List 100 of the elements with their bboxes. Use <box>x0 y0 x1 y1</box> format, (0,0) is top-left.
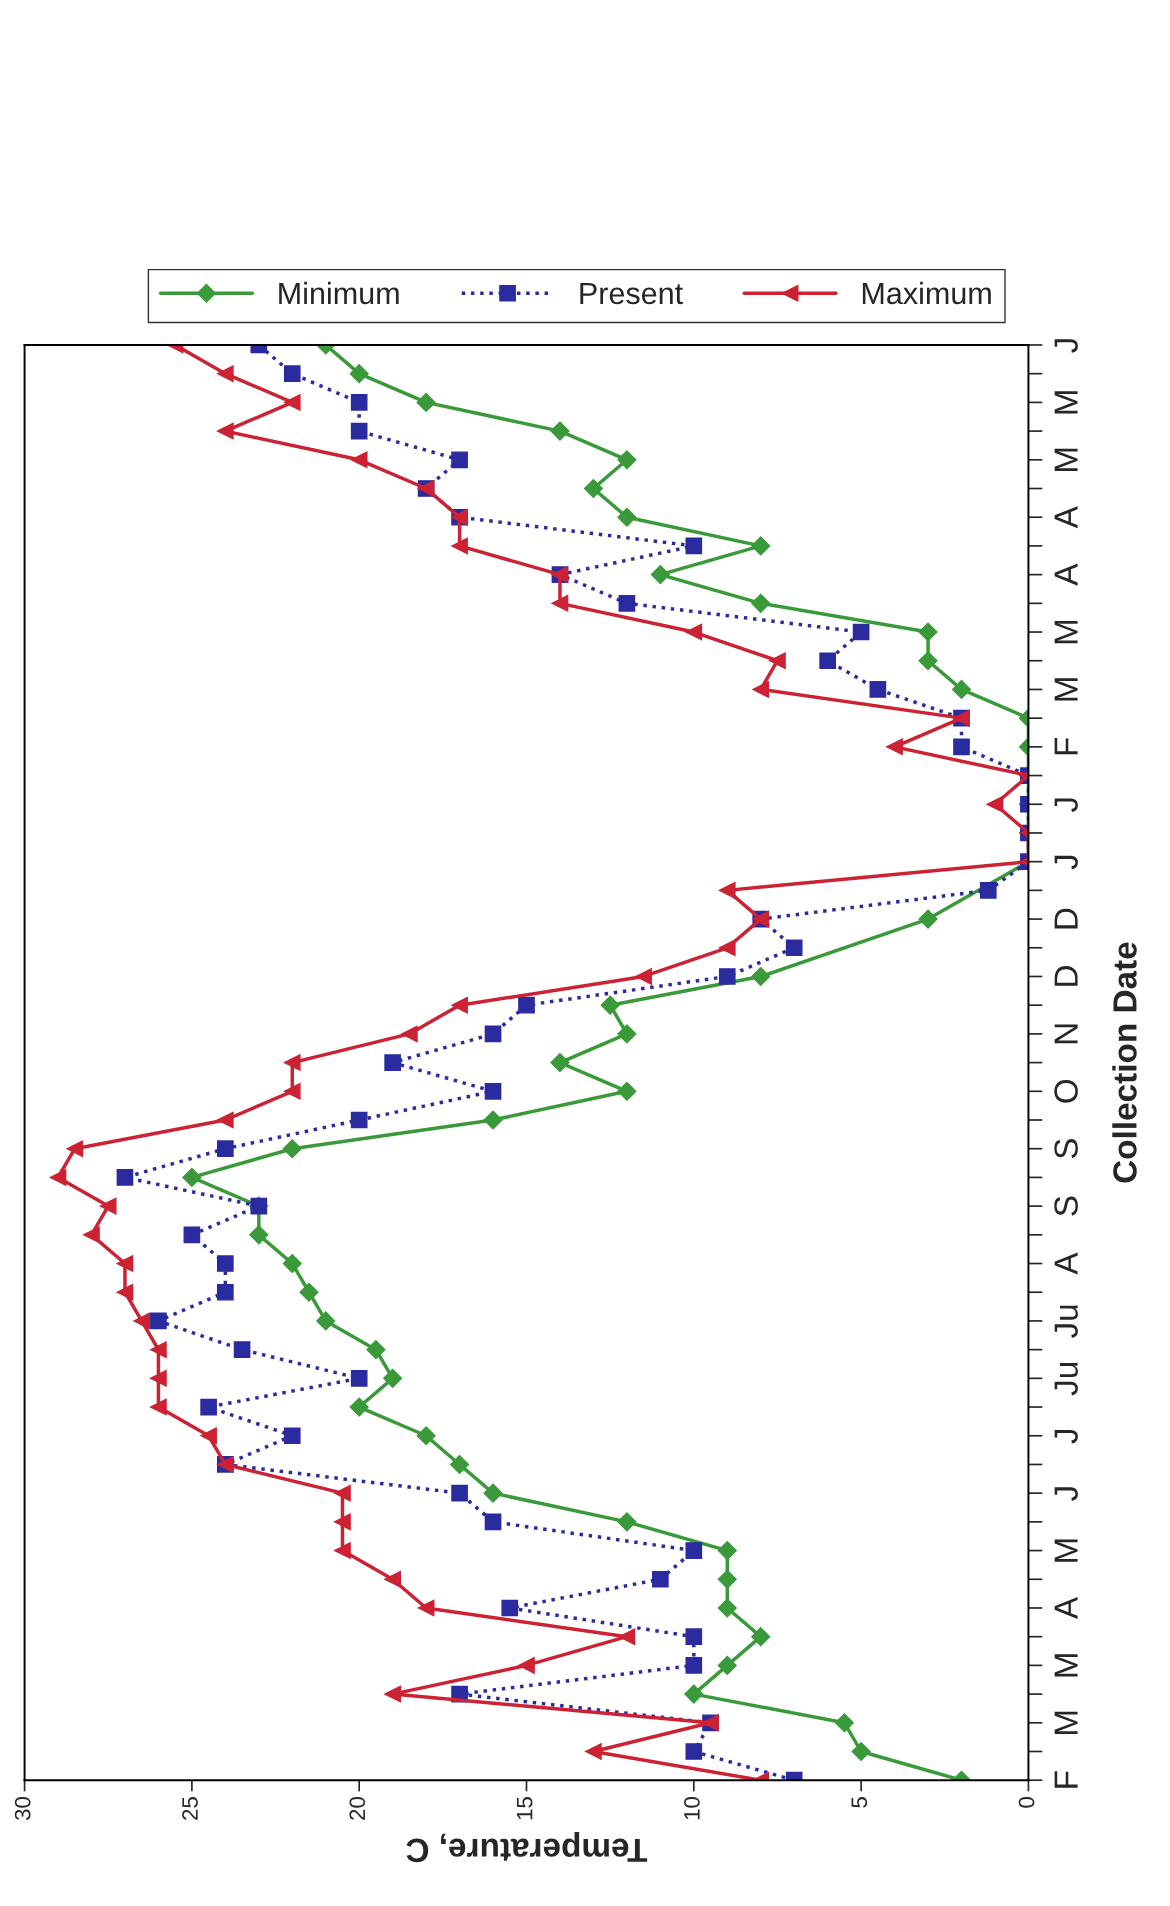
x-tick-label: 0 <box>1018 1797 1035 1808</box>
point <box>617 1512 637 1532</box>
point <box>150 1398 167 1416</box>
y-tick-label: M <box>1054 1654 1078 1677</box>
y-tick-label: Ju <box>1054 1362 1078 1396</box>
point <box>852 623 870 641</box>
point <box>217 365 234 383</box>
point <box>217 1111 234 1129</box>
point <box>200 1427 217 1445</box>
point <box>350 1111 368 1129</box>
point <box>717 1655 737 1675</box>
y-tick-label: J <box>1054 855 1078 870</box>
point <box>918 651 938 671</box>
y-tick-label: A <box>1054 1596 1078 1620</box>
point <box>217 422 234 440</box>
y-tick-label: A <box>1054 563 1078 586</box>
x-tick-label: 30 <box>14 1797 31 1821</box>
point <box>685 1542 703 1559</box>
y-tick-label: J <box>1054 798 1078 813</box>
point <box>350 1370 368 1387</box>
point <box>116 1255 134 1272</box>
point <box>233 1341 251 1358</box>
y-tick-label: D <box>1054 908 1078 929</box>
y-tick-label: J <box>1054 1487 1078 1501</box>
point <box>718 968 736 985</box>
point <box>133 1312 151 1330</box>
point <box>200 1398 217 1416</box>
point <box>366 1340 386 1360</box>
y-tick-label: Ju <box>1054 1305 1078 1339</box>
point <box>617 1024 637 1044</box>
point <box>617 450 637 470</box>
point <box>150 1370 167 1387</box>
point <box>484 1082 502 1100</box>
point <box>684 1684 704 1704</box>
legend-label: Present <box>580 282 683 305</box>
point <box>886 738 903 756</box>
point <box>953 738 970 756</box>
y-tick-label: S <box>1054 1196 1078 1216</box>
point <box>451 537 468 555</box>
x-tick-label: 20 <box>349 1797 366 1820</box>
y-tick-label: A <box>1054 1252 1078 1275</box>
y-tick-label: S <box>1054 1139 1078 1159</box>
point <box>282 1139 302 1159</box>
point <box>718 939 736 957</box>
legend-label: Maximum <box>862 281 991 305</box>
x-tick-label: 15 <box>516 1797 533 1820</box>
point <box>751 536 771 556</box>
point <box>350 422 368 440</box>
point <box>99 1197 117 1215</box>
point <box>283 1427 301 1445</box>
y-tick-label: M <box>1054 1539 1078 1562</box>
point <box>182 1167 202 1187</box>
legend-label: Minimum <box>279 281 399 305</box>
point <box>484 1513 502 1531</box>
point <box>451 451 468 469</box>
point <box>635 968 652 985</box>
y-tick-label: N <box>1054 1024 1078 1044</box>
y-axis-title: Collection Date <box>1112 942 1137 1183</box>
point <box>249 1225 269 1245</box>
point <box>334 1513 351 1531</box>
y-tick-label: M <box>1054 448 1078 471</box>
y-tick-label: O <box>1054 1079 1078 1103</box>
point <box>483 1110 503 1130</box>
point <box>819 652 836 670</box>
x-tick-label: 5 <box>851 1797 868 1808</box>
point <box>751 1627 771 1647</box>
x-axis-title: Temperature, C <box>406 1832 648 1863</box>
point <box>717 1598 737 1618</box>
point <box>986 795 1004 813</box>
point <box>416 392 436 412</box>
point <box>416 1426 436 1446</box>
point <box>650 565 670 585</box>
point <box>685 1657 703 1674</box>
point <box>283 365 301 383</box>
point <box>652 1570 669 1588</box>
point <box>350 451 368 469</box>
point <box>918 622 938 642</box>
point <box>334 1542 351 1559</box>
point <box>384 1685 401 1703</box>
point <box>834 1713 854 1733</box>
point <box>334 1484 351 1502</box>
point <box>282 1253 302 1274</box>
point <box>383 1368 403 1388</box>
point <box>951 679 972 699</box>
y-tick-label: J <box>1054 339 1078 353</box>
point <box>869 681 887 698</box>
point <box>217 1283 234 1301</box>
point <box>550 1053 570 1073</box>
point <box>217 1255 234 1272</box>
point <box>600 995 620 1015</box>
y-tick-label: M <box>1054 678 1078 701</box>
point <box>349 1397 369 1417</box>
point <box>751 593 771 613</box>
point <box>451 996 468 1014</box>
point <box>617 1081 637 1101</box>
point <box>751 966 771 987</box>
point <box>518 996 535 1014</box>
point <box>450 1454 470 1474</box>
point <box>350 394 368 411</box>
point <box>483 1483 503 1503</box>
